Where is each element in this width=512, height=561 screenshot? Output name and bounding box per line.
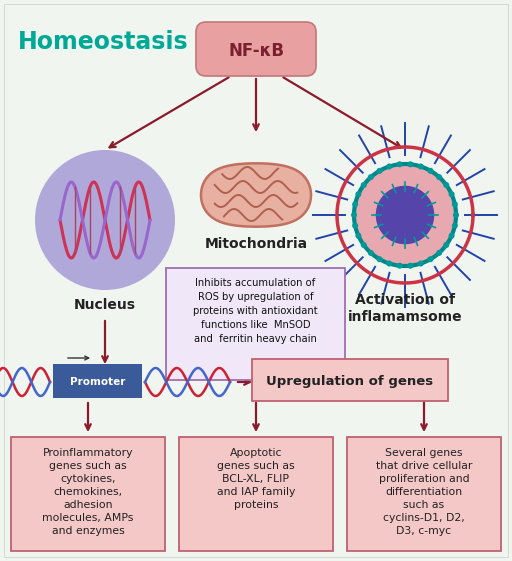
Circle shape	[449, 233, 455, 239]
Circle shape	[436, 174, 442, 180]
Circle shape	[352, 201, 358, 208]
FancyBboxPatch shape	[53, 364, 142, 398]
Circle shape	[355, 233, 361, 239]
FancyBboxPatch shape	[4, 4, 508, 557]
FancyBboxPatch shape	[196, 22, 316, 76]
Polygon shape	[354, 164, 456, 266]
Text: Several genes
that drive cellular
proliferation and
differentiation
such as
cycl: Several genes that drive cellular prolif…	[376, 448, 472, 536]
Circle shape	[361, 182, 367, 188]
Text: Mitochondria: Mitochondria	[204, 237, 308, 251]
Circle shape	[428, 168, 434, 174]
Circle shape	[452, 223, 458, 228]
Polygon shape	[376, 186, 434, 243]
Text: Homeostasis: Homeostasis	[18, 30, 188, 54]
Circle shape	[418, 260, 424, 266]
Circle shape	[443, 242, 449, 248]
Text: NF-κB: NF-κB	[228, 42, 284, 60]
FancyBboxPatch shape	[252, 359, 448, 401]
Circle shape	[397, 263, 402, 269]
Circle shape	[408, 263, 413, 269]
Circle shape	[428, 256, 434, 262]
Polygon shape	[201, 163, 311, 227]
Circle shape	[376, 256, 382, 262]
Circle shape	[408, 161, 413, 167]
Text: Proinflammatory
genes such as
cytokines,
chemokines,
adhesion
molecules, AMPs
an: Proinflammatory genes such as cytokines,…	[42, 448, 134, 536]
Circle shape	[376, 168, 382, 174]
Text: Activation of
inflamamsome: Activation of inflamamsome	[348, 293, 462, 324]
Circle shape	[361, 242, 367, 248]
Circle shape	[355, 191, 361, 197]
Circle shape	[386, 260, 392, 266]
Circle shape	[443, 182, 449, 188]
Circle shape	[352, 223, 358, 228]
Text: Nucleus: Nucleus	[74, 298, 136, 312]
Text: Promoter: Promoter	[70, 377, 125, 387]
FancyBboxPatch shape	[179, 437, 333, 551]
Circle shape	[386, 163, 392, 169]
Circle shape	[452, 201, 458, 208]
FancyBboxPatch shape	[347, 437, 501, 551]
Circle shape	[368, 250, 374, 256]
Text: Upregulation of genes: Upregulation of genes	[266, 375, 434, 388]
FancyBboxPatch shape	[166, 268, 345, 380]
Circle shape	[418, 163, 424, 169]
Circle shape	[368, 174, 374, 180]
FancyBboxPatch shape	[11, 437, 165, 551]
Circle shape	[35, 150, 175, 290]
Circle shape	[449, 191, 455, 197]
Circle shape	[397, 161, 402, 167]
Circle shape	[436, 250, 442, 256]
Text: Inhibits accumulation of
ROS by upregulation of
proteins with antioxidant
functi: Inhibits accumulation of ROS by upregula…	[193, 278, 318, 344]
Circle shape	[453, 212, 459, 218]
Circle shape	[351, 212, 357, 218]
Text: Apoptotic
genes such as
BCL-XL, FLIP
and IAP family
proteins: Apoptotic genes such as BCL-XL, FLIP and…	[217, 448, 295, 510]
